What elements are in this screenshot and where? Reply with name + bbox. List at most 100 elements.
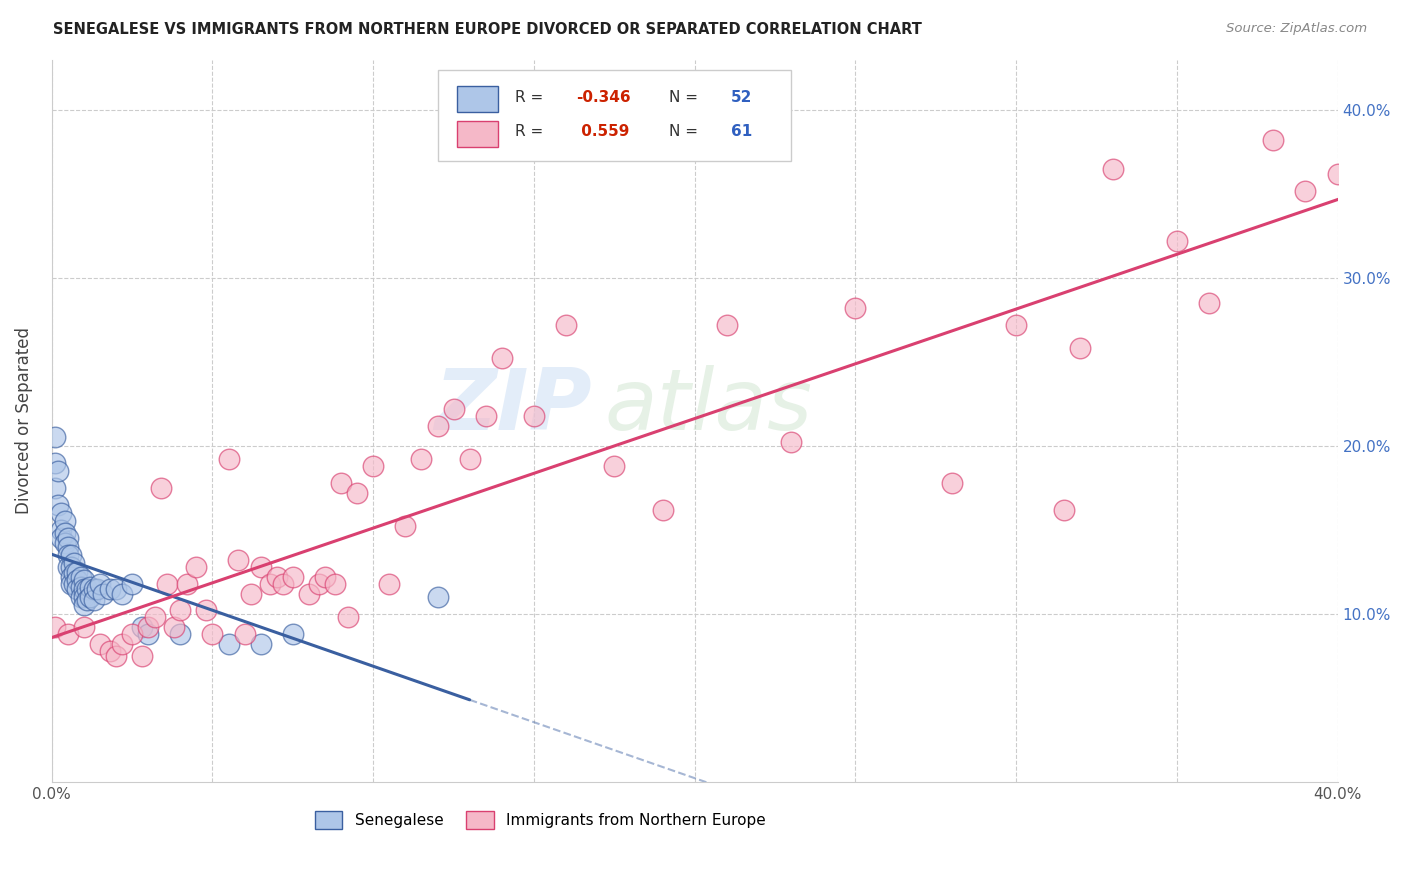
Point <box>79 580 101 594</box>
Point <box>458 452 481 467</box>
Text: N =: N = <box>669 90 697 105</box>
Point <box>218 637 240 651</box>
Point <box>63 576 86 591</box>
Point <box>105 582 128 596</box>
Point <box>86 582 108 596</box>
Point <box>73 582 96 596</box>
Point <box>308 576 330 591</box>
Point <box>60 559 83 574</box>
Point <box>69 570 91 584</box>
Legend: Senegalese, Immigrants from Northern Europe: Senegalese, Immigrants from Northern Eur… <box>309 805 772 836</box>
Point <box>226 553 249 567</box>
Point <box>426 418 449 433</box>
Point <box>46 498 69 512</box>
Point <box>346 486 368 500</box>
Point <box>51 531 73 545</box>
Point <box>298 586 321 600</box>
Point <box>60 570 83 584</box>
Point <box>73 590 96 604</box>
Point <box>259 576 281 591</box>
Y-axis label: Divorced or Separated: Divorced or Separated <box>15 327 32 514</box>
Point <box>651 502 673 516</box>
Point <box>56 540 79 554</box>
FancyBboxPatch shape <box>457 121 498 147</box>
Point <box>156 576 179 591</box>
Point <box>240 586 263 600</box>
Point <box>844 301 866 315</box>
Point <box>426 590 449 604</box>
Point <box>73 620 96 634</box>
Point <box>281 627 304 641</box>
Point <box>233 627 256 641</box>
Point <box>44 620 66 634</box>
Point <box>56 559 79 574</box>
Point <box>1326 167 1348 181</box>
Point <box>1198 296 1220 310</box>
Point <box>69 580 91 594</box>
Point <box>51 523 73 537</box>
Point <box>53 515 76 529</box>
Point <box>44 456 66 470</box>
Point <box>378 576 401 591</box>
Point <box>201 627 224 641</box>
Text: SENEGALESE VS IMMIGRANTS FROM NORTHERN EUROPE DIVORCED OR SEPARATED CORRELATION : SENEGALESE VS IMMIGRANTS FROM NORTHERN E… <box>53 22 922 37</box>
Point <box>56 531 79 545</box>
Point <box>60 576 83 591</box>
Text: atlas: atlas <box>605 365 813 448</box>
Point <box>136 627 159 641</box>
Point <box>73 599 96 613</box>
Point <box>394 519 416 533</box>
Point <box>105 648 128 663</box>
Point <box>780 435 803 450</box>
Point <box>271 576 294 591</box>
Point <box>89 576 111 591</box>
Point <box>491 351 513 366</box>
Point <box>603 458 626 473</box>
Point <box>89 637 111 651</box>
Point <box>555 318 578 332</box>
FancyBboxPatch shape <box>457 87 498 112</box>
Point <box>63 557 86 571</box>
Point <box>60 548 83 562</box>
Point <box>1263 133 1285 147</box>
Point <box>44 481 66 495</box>
Point <box>76 593 98 607</box>
Point <box>330 475 353 490</box>
Point <box>44 430 66 444</box>
Point <box>266 570 288 584</box>
Text: 0.559: 0.559 <box>576 124 630 139</box>
Point <box>523 409 546 423</box>
Point <box>91 586 114 600</box>
Text: ZIP: ZIP <box>434 365 592 448</box>
Point <box>143 610 166 624</box>
Point <box>336 610 359 624</box>
Point <box>169 627 191 641</box>
Point <box>195 603 218 617</box>
Point <box>121 627 143 641</box>
Point <box>73 573 96 587</box>
Point <box>79 590 101 604</box>
Point <box>76 582 98 596</box>
Point <box>314 570 336 584</box>
Point <box>83 593 105 607</box>
Point <box>53 536 76 550</box>
Point <box>186 559 208 574</box>
Point <box>136 620 159 634</box>
Text: N =: N = <box>669 124 697 139</box>
Text: -0.346: -0.346 <box>576 90 631 105</box>
Point <box>150 481 173 495</box>
Point <box>1053 502 1076 516</box>
Point <box>98 582 121 596</box>
Point <box>218 452 240 467</box>
Point <box>111 637 134 651</box>
Point <box>1295 184 1317 198</box>
Point <box>111 586 134 600</box>
Point <box>53 526 76 541</box>
Point <box>474 409 496 423</box>
Point <box>411 452 433 467</box>
Point <box>51 506 73 520</box>
Point <box>361 458 384 473</box>
Point <box>131 620 153 634</box>
Point <box>69 590 91 604</box>
Point <box>1005 318 1028 332</box>
